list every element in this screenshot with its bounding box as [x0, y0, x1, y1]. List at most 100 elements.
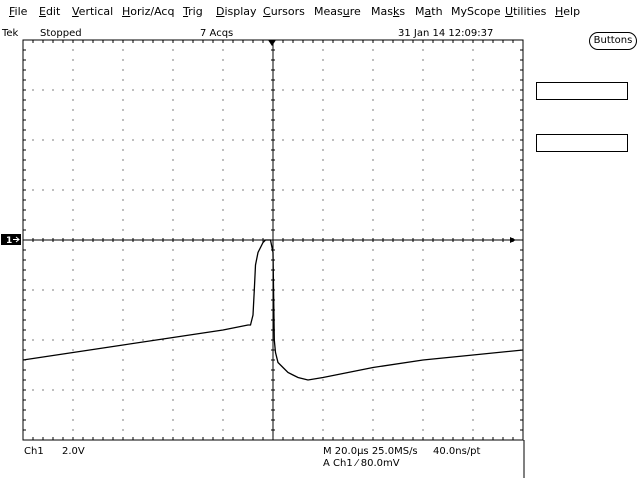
grid-dot: [472, 119, 474, 121]
grid-dot: [372, 199, 374, 201]
grid-dot: [422, 179, 424, 181]
sample-interval[interactable]: 40.0ns/pt: [433, 446, 481, 457]
grid-dot: [72, 49, 74, 51]
grid-dot: [462, 89, 464, 91]
readout-box-2[interactable]: [536, 134, 628, 152]
grid-dot: [42, 189, 44, 191]
menu-item[interactable]: Horiz/Acq: [122, 5, 174, 19]
grid-dot: [262, 389, 264, 391]
grid-dot: [512, 89, 514, 91]
grid-dot: [82, 89, 84, 91]
menu-item[interactable]: Measure: [314, 5, 361, 19]
channel-label[interactable]: Ch1: [24, 446, 44, 457]
menu-item[interactable]: Utilities: [505, 5, 546, 19]
grid-dot: [372, 269, 374, 271]
grid-dot: [322, 359, 324, 361]
grid-dot: [172, 209, 174, 211]
grid-dot: [422, 109, 424, 111]
grid-dot: [422, 319, 424, 321]
trigger-level-marker[interactable]: [510, 237, 516, 243]
grid-dot: [52, 339, 54, 341]
grid-dot: [372, 299, 374, 301]
grid-dot: [72, 249, 74, 251]
ch1-ground-marker-label: 1: [6, 236, 12, 246]
grid-dot: [322, 249, 324, 251]
grid-dot: [222, 309, 224, 311]
grid-dot: [102, 139, 104, 141]
menu-item[interactable]: Help: [555, 5, 580, 19]
grid-dot: [322, 349, 324, 351]
grid-dot: [472, 169, 474, 171]
grid-dot: [312, 89, 314, 91]
grid-dot: [122, 289, 124, 291]
grid-dot: [222, 429, 224, 431]
grid-dot: [122, 389, 124, 391]
trigger-readout[interactable]: A Ch1 ⁄ 80.0mV: [323, 458, 400, 469]
menu-item[interactable]: Trig: [183, 5, 203, 19]
grid-dot: [322, 379, 324, 381]
vertical-scale[interactable]: 2.0V: [62, 446, 85, 457]
grid-dot: [172, 139, 174, 141]
ch1-ground-marker[interactable]: [1, 234, 21, 245]
grid-dot: [372, 329, 374, 331]
grid-dot: [72, 69, 74, 71]
menu-item-accelerator: V: [72, 5, 79, 18]
grid-dot: [372, 389, 374, 391]
grid-dot: [372, 289, 374, 291]
grid-dot: [462, 139, 464, 141]
grid-dot: [432, 89, 434, 91]
grid-dot: [222, 289, 224, 291]
grid-dot: [202, 289, 204, 291]
grid-dot: [72, 169, 74, 171]
trigger-position-marker[interactable]: [268, 40, 276, 46]
grid-dot: [52, 289, 54, 291]
grid-dot: [322, 269, 324, 271]
menu-item-text-b: dit: [45, 5, 61, 18]
grid-dot: [452, 139, 454, 141]
buttons-button[interactable]: Buttons: [589, 32, 637, 50]
grid-dot: [422, 369, 424, 371]
grid-dot: [82, 339, 84, 341]
readout-box-1[interactable]: [536, 82, 628, 100]
menu-item[interactable]: Math: [415, 5, 443, 19]
grid-dot: [512, 139, 514, 141]
ch1-ground-marker-arrow: [13, 236, 20, 243]
grid-dot: [182, 389, 184, 391]
grid-dot: [152, 89, 154, 91]
menu-item[interactable]: Cursors: [263, 5, 305, 19]
grid-dot: [322, 209, 324, 211]
grid-dot: [212, 139, 214, 141]
grid-dot: [142, 139, 144, 141]
menu-item-accelerator: F: [9, 5, 15, 18]
menu-item[interactable]: MyScope: [451, 5, 501, 19]
grid-dot: [152, 289, 154, 291]
grid-dot: [72, 379, 74, 381]
grid-dot: [252, 339, 254, 341]
menu-item[interactable]: Masks: [371, 5, 405, 19]
grid-dot: [162, 189, 164, 191]
menu-item[interactable]: Display: [216, 5, 257, 19]
grid-dot: [512, 289, 514, 291]
grid-dot: [72, 59, 74, 61]
grid-dot: [512, 339, 514, 341]
grid-dot: [282, 289, 284, 291]
grid-dot: [222, 409, 224, 411]
grid-dot: [122, 339, 124, 341]
menu-item-accelerator: U: [505, 5, 514, 18]
menu-item-accelerator: u: [342, 5, 350, 18]
grid-dot: [252, 89, 254, 91]
grid-dot: [322, 89, 324, 91]
grid-dot: [222, 259, 224, 261]
menu-item[interactable]: Edit: [39, 5, 60, 19]
grid-dot: [172, 259, 174, 261]
menu-item[interactable]: File: [9, 5, 27, 19]
grid-dot: [312, 139, 314, 141]
horizontal-scale[interactable]: M 20.0µs 25.0MS/s: [323, 446, 418, 457]
grid-dot: [222, 419, 224, 421]
menu-item[interactable]: Vertical: [72, 5, 113, 19]
grid-dot: [172, 59, 174, 61]
grid-dot: [432, 389, 434, 391]
grid-dot: [122, 359, 124, 361]
date-time: 31 Jan 14 12:09:37: [398, 28, 494, 39]
